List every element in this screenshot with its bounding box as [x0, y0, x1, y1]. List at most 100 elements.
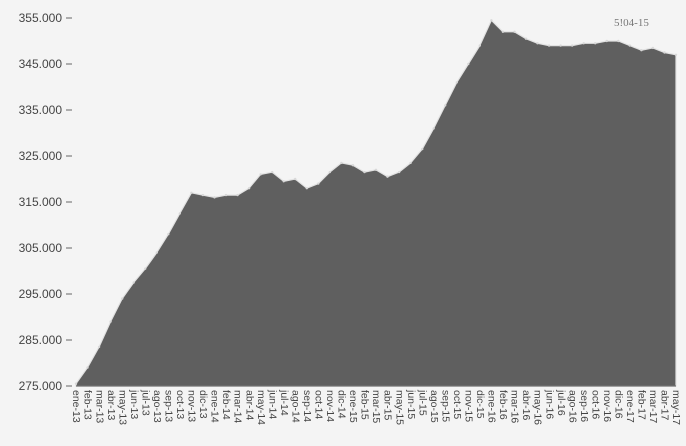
x-tick-label: may-17	[670, 390, 682, 425]
data-point-feb-15	[363, 170, 366, 174]
data-point-jul-14	[282, 180, 285, 183]
data-point-sep-13	[167, 233, 170, 236]
x-tick-label: sep-16	[578, 390, 590, 422]
x-tick-label: ene-14	[209, 390, 221, 423]
data-point-dic-15	[478, 44, 481, 47]
data-point-feb-13	[86, 366, 89, 369]
data-point-ene-15	[351, 164, 355, 167]
y-axis: 275.000 285.000 295.000 305.000 315.000 325.0…	[19, 11, 72, 393]
x-tick-label: may-14	[255, 390, 267, 425]
x-tick-label: ago-15	[428, 390, 440, 423]
x-tick-label: abr-13	[105, 390, 117, 421]
x-tick-label: feb-14	[220, 390, 232, 420]
x-tick-label: jul-16	[555, 389, 567, 416]
x-tick-label: mar-13	[93, 390, 105, 423]
data-point-may-16	[536, 42, 539, 45]
x-tick-label: ago-16	[566, 390, 578, 423]
data-point-mar-16	[513, 30, 516, 33]
x-tick-label: dic-15	[474, 390, 486, 419]
data-point-feb-17	[640, 49, 643, 52]
data-point-abr-13	[109, 320, 112, 323]
data-point-feb-14	[224, 193, 228, 197]
data-point-nov-15	[467, 62, 470, 66]
data-point-ago-15	[432, 127, 435, 130]
x-axis: ene-13 feb-13 mar-13 abr-13 may-13 jun-13 jul-…	[70, 385, 682, 425]
x-tick-label: dic-14	[336, 390, 348, 419]
data-point-ago-16	[571, 44, 574, 47]
x-tick-label: ago-14	[289, 390, 301, 423]
x-tick-label: may-13	[116, 390, 128, 425]
x-tick-label: nov-15	[463, 390, 475, 422]
area-series	[75, 19, 677, 387]
data-point-dic-13	[201, 193, 205, 197]
data-point-sep-16	[582, 42, 585, 45]
x-tick-label: jul-14	[278, 389, 290, 416]
area-layer	[74, 19, 678, 387]
y-tick-label: 315.000	[19, 195, 63, 209]
data-point-oct-14	[317, 182, 320, 185]
data-point-oct-15	[455, 81, 458, 84]
y-tick-label: 285.000	[19, 333, 63, 347]
x-tick-label: may-15	[393, 390, 405, 425]
data-point-oct-13	[178, 212, 181, 215]
x-tick-label: mar-15	[370, 390, 382, 423]
data-point-nov-16	[605, 39, 608, 43]
data-point-mar-14	[236, 193, 239, 197]
x-tick-label: ago-13	[151, 390, 163, 423]
data-point-abr-16	[524, 37, 528, 40]
x-tick-label: nov-16	[601, 390, 613, 422]
data-point-abr-15	[386, 175, 389, 178]
x-tick-label: nov-13	[186, 390, 198, 422]
data-point-ene-16	[490, 19, 493, 22]
data-point-ene-14	[213, 196, 216, 199]
x-tick-label: oct-13	[174, 390, 186, 419]
data-point-may-14	[259, 173, 262, 176]
data-point-jun-14	[271, 170, 274, 174]
data-point-jul-15	[421, 147, 424, 151]
x-tick-label: abr-17	[659, 390, 671, 421]
x-tick-label: jun-13	[128, 389, 140, 419]
data-point-abr-17	[663, 51, 666, 54]
data-point-may-15	[397, 170, 401, 174]
y-tick-label: 275.000	[19, 379, 63, 393]
data-point-sep-15	[444, 104, 447, 107]
y-tick-label: 325.000	[19, 149, 63, 163]
x-tick-label: feb-15	[359, 390, 371, 420]
data-point-oct-16	[594, 42, 597, 45]
data-point-nov-13	[190, 191, 193, 194]
x-tick-label: sep-14	[301, 390, 313, 422]
data-point-nov-14	[328, 170, 331, 174]
x-tick-label: feb-16	[497, 390, 509, 420]
x-tick-label: oct-15	[451, 390, 463, 419]
x-tick-label: dic-13	[197, 390, 209, 419]
data-point-ene-17	[628, 44, 631, 47]
data-point-feb-16	[501, 30, 505, 33]
x-tick-label: feb-13	[82, 390, 94, 420]
x-tick-label: nov-14	[324, 390, 336, 422]
data-point-mar-17	[651, 46, 655, 50]
data-point-jul-16	[559, 44, 562, 47]
data-point-jun-15	[409, 161, 412, 165]
x-tick-label: abr-14	[243, 390, 255, 421]
x-tick-label: mar-16	[509, 390, 521, 423]
data-point-may-13	[121, 297, 124, 300]
x-tick-label: ene-15	[347, 390, 359, 423]
y-tick-label: 335.000	[19, 103, 63, 117]
data-point-may-17	[674, 53, 678, 56]
x-tick-label: oct-16	[589, 390, 601, 419]
x-tick-label: jun-16	[543, 389, 555, 419]
x-tick-label: sep-13	[163, 390, 175, 422]
data-point-jul-13	[144, 267, 147, 270]
x-tick-label: jun-14	[266, 389, 278, 419]
corner-note: 5!04-15	[614, 17, 649, 29]
data-point-mar-15	[374, 168, 378, 171]
x-tick-label: ene-16	[486, 390, 498, 423]
x-tick-label: abr-15	[382, 390, 394, 421]
y-tick-label: 355.000	[19, 11, 63, 25]
x-tick-label: may-16	[532, 390, 544, 425]
x-tick-label: mar-17	[647, 390, 659, 423]
data-point-jun-13	[132, 281, 135, 284]
x-tick-label: sep-15	[439, 390, 451, 422]
data-point-mar-13	[97, 345, 101, 349]
